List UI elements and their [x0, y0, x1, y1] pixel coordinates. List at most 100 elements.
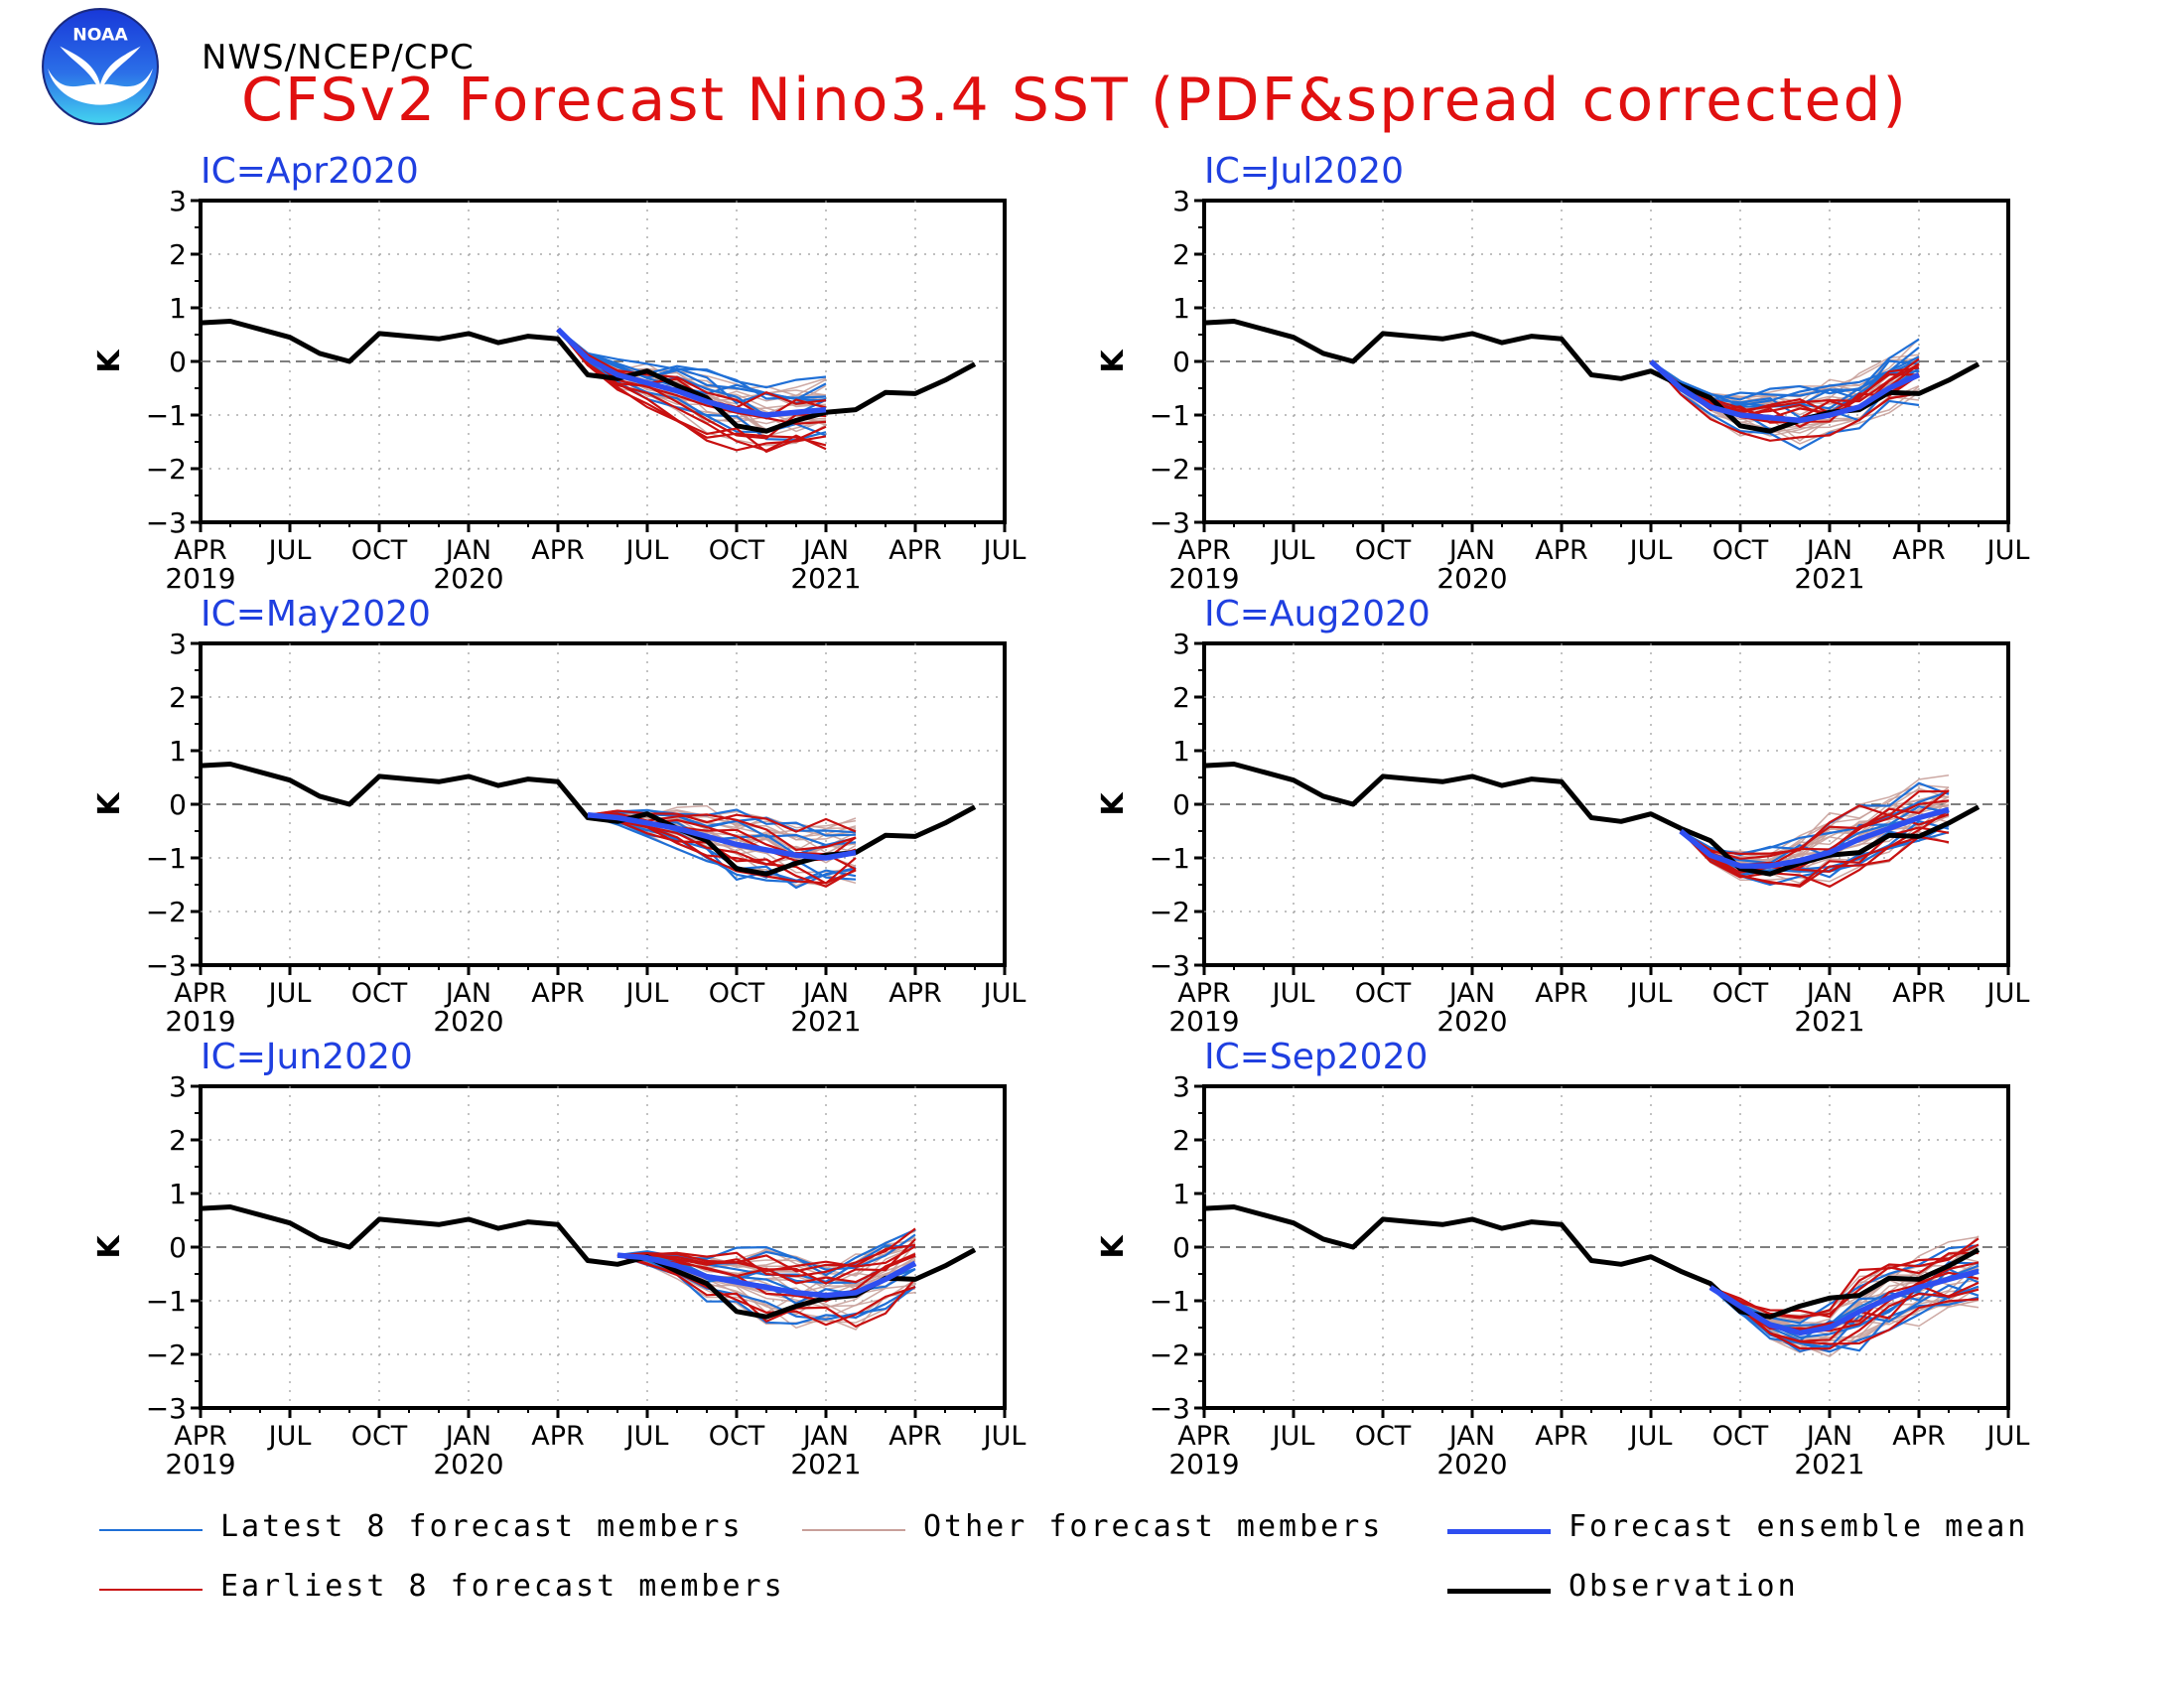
- year-label: 2020: [1436, 1448, 1507, 1480]
- x-tick-label: OCT: [709, 535, 765, 566]
- legend-label: Observation: [1569, 1569, 1799, 1604]
- y-tick-label: 0: [1172, 788, 1190, 821]
- y-tick-label: −2: [1150, 1338, 1190, 1371]
- y-axis-label: K: [1096, 1234, 1131, 1259]
- member-line: [616, 1254, 916, 1329]
- year-label: 2019: [165, 1448, 235, 1480]
- x-tick-label: JAN: [1447, 1421, 1495, 1452]
- ic-label: IC=Jun2020: [201, 1037, 413, 1077]
- x-tick-label: APR: [1892, 1421, 1946, 1452]
- x-tick-label: APR: [888, 978, 942, 1009]
- x-tick-label: JUL: [982, 1421, 1026, 1452]
- y-tick-label: 0: [169, 346, 187, 378]
- y-tick-label: 2: [1172, 1124, 1190, 1157]
- x-tick-label: JAN: [1447, 535, 1495, 566]
- x-tick-label: JUL: [982, 978, 1026, 1009]
- x-tick-label: OCT: [1355, 978, 1412, 1009]
- x-tick-label: OCT: [1712, 978, 1769, 1009]
- member-line: [587, 809, 857, 833]
- x-tick-label: OCT: [351, 1421, 408, 1452]
- legend-swatch: [802, 1529, 905, 1531]
- x-tick-label: JAN: [1805, 1421, 1852, 1452]
- noaa-logo: NOAA: [42, 8, 159, 125]
- ensemble-mean-line: [587, 812, 857, 861]
- legend-swatch: [99, 1529, 203, 1531]
- x-tick-label: APR: [174, 978, 227, 1009]
- x-tick-label: APR: [1535, 535, 1588, 566]
- y-tick-label: −1: [1150, 399, 1190, 432]
- x-tick-label: JUL: [1985, 978, 2030, 1009]
- x-tick-label: JAN: [444, 978, 491, 1009]
- x-tick-label: OCT: [1712, 535, 1769, 566]
- y-axis-label: K: [1096, 791, 1131, 816]
- y-tick-label: 3: [169, 185, 187, 217]
- ic-label: IC=May2020: [201, 594, 431, 634]
- x-tick-label: APR: [1177, 1421, 1231, 1452]
- y-tick-label: −3: [1150, 1392, 1190, 1425]
- x-tick-label: OCT: [1355, 535, 1412, 566]
- x-tick-label: APR: [1535, 978, 1588, 1009]
- year-label: 2020: [433, 562, 503, 595]
- member-line: [1680, 809, 1950, 874]
- y-tick-label: 2: [169, 238, 187, 271]
- svg-text:NOAA: NOAA: [72, 26, 128, 46]
- legend-label: Latest 8 forecast members: [220, 1509, 744, 1544]
- ensemble-mean-line: [1679, 806, 1950, 869]
- ic-label: IC=Sep2020: [1204, 1037, 1428, 1077]
- y-tick-label: −3: [1150, 506, 1190, 539]
- y-axis-label: K: [92, 1234, 127, 1259]
- y-tick-label: 3: [1172, 1070, 1190, 1103]
- year-label: 2019: [165, 1005, 235, 1038]
- y-tick-label: 0: [169, 788, 187, 821]
- year-label: 2021: [790, 562, 861, 595]
- y-axis-label: K: [92, 791, 127, 816]
- year-label: 2021: [790, 1005, 861, 1038]
- y-tick-label: 1: [169, 735, 187, 768]
- member-line: [557, 328, 827, 389]
- year-label: 2021: [1794, 1448, 1864, 1480]
- legend-label: Other forecast members: [923, 1509, 1384, 1544]
- agency-label: NWS/NCEP/CPC: [202, 38, 475, 77]
- x-tick-label: JAN: [1805, 535, 1852, 566]
- y-tick-label: 2: [169, 681, 187, 714]
- member-line: [1709, 1286, 1979, 1345]
- x-tick-label: JUL: [267, 978, 312, 1009]
- x-tick-label: JAN: [1447, 978, 1495, 1009]
- y-tick-label: 2: [169, 1124, 187, 1157]
- x-tick-label: JUL: [1985, 535, 2030, 566]
- year-label: 2019: [1168, 562, 1239, 595]
- year-label: 2019: [165, 562, 235, 595]
- member-line: [1650, 360, 1920, 451]
- observation-line: [1203, 762, 1980, 877]
- ensemble-mean-line: [1708, 1268, 1979, 1336]
- x-tick-label: OCT: [351, 535, 408, 566]
- y-tick-label: −2: [146, 453, 187, 486]
- x-tick-label: JUL: [982, 535, 1026, 566]
- x-tick-label: JUL: [267, 535, 312, 566]
- y-tick-label: 3: [1172, 185, 1190, 217]
- member-line: [1680, 830, 1950, 883]
- x-tick-label: APR: [1177, 978, 1231, 1009]
- y-axis-label: K: [92, 349, 127, 373]
- observation-line: [200, 319, 977, 434]
- x-tick-label: OCT: [351, 978, 408, 1009]
- year-label: 2021: [1794, 562, 1864, 595]
- y-tick-label: −2: [1150, 896, 1190, 928]
- x-tick-label: JAN: [801, 1421, 849, 1452]
- y-axis-label: K: [1096, 349, 1131, 373]
- y-tick-label: 1: [169, 1178, 187, 1210]
- x-tick-label: APR: [1892, 535, 1946, 566]
- ic-label: IC=Apr2020: [201, 151, 419, 192]
- x-tick-label: APR: [888, 535, 942, 566]
- legend-swatch: [99, 1589, 203, 1591]
- member-line: [616, 1243, 916, 1273]
- legend-swatch: [1447, 1589, 1551, 1594]
- x-tick-label: APR: [531, 978, 585, 1009]
- year-label: 2020: [1436, 562, 1507, 595]
- year-label: 2021: [790, 1448, 861, 1480]
- x-tick-label: JUL: [624, 535, 669, 566]
- year-label: 2020: [1436, 1005, 1507, 1038]
